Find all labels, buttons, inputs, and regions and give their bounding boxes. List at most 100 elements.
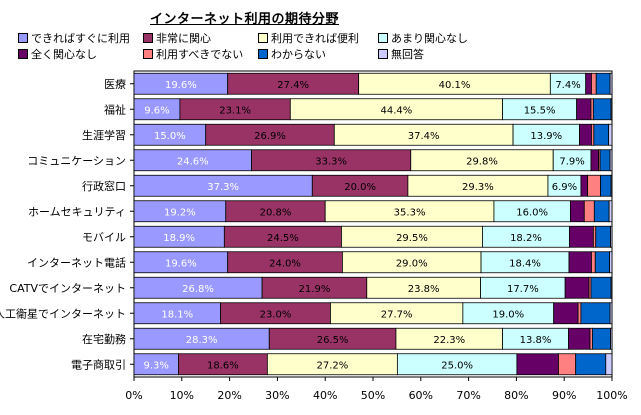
legend-swatch	[258, 33, 268, 43]
x-tick-label: 50%	[361, 389, 385, 402]
legend-swatch	[378, 49, 388, 59]
data-label: 24.5%	[267, 233, 299, 244]
category-label: 在宅勤務	[82, 332, 126, 346]
data-label: 27.4%	[277, 80, 309, 91]
bar-segment	[609, 72, 613, 95]
data-label: 18.2%	[510, 233, 542, 244]
data-label: 9.6%	[144, 105, 169, 116]
legend-item: 非常に関心	[143, 30, 211, 46]
legend-swatch	[143, 33, 153, 43]
category-label: モバイル	[82, 231, 126, 244]
bar-segment	[564, 276, 590, 299]
bar-segment	[599, 149, 611, 172]
bar-segment	[591, 251, 596, 274]
legend-swatch	[258, 49, 268, 59]
data-label: 33.3%	[315, 156, 347, 167]
bar-segment	[516, 353, 559, 376]
category-label: 医療	[104, 77, 126, 91]
data-label: 17.7%	[507, 284, 539, 295]
legend-item: 無回答	[378, 46, 424, 62]
bar-segment	[570, 200, 585, 223]
data-label: 24.0%	[269, 258, 301, 269]
data-label: 26.9%	[254, 131, 286, 142]
bar-segment	[591, 72, 597, 95]
data-label: 29.8%	[466, 156, 498, 167]
data-label: 19.6%	[165, 258, 197, 269]
x-tick-label: 30%	[265, 389, 289, 402]
legend-label: 全く関心なし	[31, 48, 97, 61]
data-label: 19.6%	[165, 80, 197, 91]
bar-segment	[585, 72, 592, 95]
data-label: 21.9%	[299, 284, 331, 295]
bar-segment	[610, 327, 613, 350]
data-label: 25.0%	[441, 360, 473, 371]
x-tick-label: 40%	[313, 389, 337, 402]
data-label: 23.1%	[219, 105, 251, 116]
x-tick-label: 100%	[596, 389, 627, 402]
x-tick-label: 80%	[504, 389, 528, 402]
legend-swatch	[18, 33, 28, 43]
bar-segment	[592, 98, 612, 121]
legend-label: 利用できれば便利	[271, 32, 359, 45]
category-label: 行政窓口	[82, 179, 126, 193]
legend-label: できればすぐに利用	[31, 32, 130, 45]
data-label: 13.8%	[520, 335, 552, 346]
category-label: 福祉	[104, 102, 126, 116]
legend-label: あまり関心なし	[391, 32, 468, 45]
x-tick-label: 0%	[125, 389, 142, 402]
bar-segment	[609, 251, 613, 274]
data-label: 27.7%	[381, 309, 413, 320]
bar-segment	[610, 98, 613, 121]
data-label: 15.0%	[154, 131, 186, 142]
legend-swatch	[378, 33, 388, 43]
legend: できればすぐに利用 非常に関心 利用できれば便利 あまり関心なし 全く関心なし 利用すべき…	[8, 30, 628, 66]
bar-segment	[590, 149, 600, 172]
legend-item: 全く関心なし	[18, 46, 97, 62]
data-label: 7.9%	[559, 156, 584, 167]
category-label: インターネット電話	[27, 255, 126, 269]
bar-segment	[576, 98, 592, 121]
bar-segment	[590, 276, 612, 299]
x-tick-label: 70%	[456, 389, 480, 402]
bar-segment	[568, 251, 592, 274]
data-label: 29.5%	[396, 233, 428, 244]
data-label: 23.8%	[408, 284, 440, 295]
category-label: コミュニケーション	[27, 154, 126, 167]
legend-item: 利用できれば便利	[258, 30, 359, 46]
chart-title: インターネット利用の期待分野	[150, 12, 340, 27]
bar-segment	[594, 251, 611, 274]
bar-segment	[592, 327, 611, 350]
data-label: 20.0%	[344, 182, 376, 193]
data-label: 18.6%	[207, 360, 239, 371]
bar-segment	[610, 225, 613, 248]
bar-segment	[569, 225, 594, 248]
data-label: 15.5%	[524, 105, 556, 116]
legend-label: 無回答	[391, 48, 424, 61]
data-label: 19.2%	[164, 207, 196, 218]
bar-segment	[553, 302, 579, 325]
data-label: 18.4%	[509, 258, 541, 269]
bar-segment	[593, 123, 610, 146]
bar-segment	[608, 123, 613, 146]
legend-item: わからない	[258, 46, 326, 62]
legend-item: できればすぐに利用	[18, 30, 130, 46]
data-label: 29.3%	[462, 182, 494, 193]
x-tick-label: 10%	[170, 389, 194, 402]
bar-segment	[577, 302, 582, 325]
data-label: 20.8%	[260, 207, 292, 218]
category-label: 生涯学習	[82, 128, 126, 142]
bar-segment	[595, 225, 611, 248]
x-tick-label: 60%	[409, 389, 433, 402]
bar-segment	[609, 302, 613, 325]
category-label: 電子商取引	[71, 357, 126, 371]
bar-segment	[568, 327, 591, 350]
data-label: 37.4%	[408, 131, 440, 142]
data-label: 19.0%	[492, 309, 524, 320]
data-label: 26.5%	[317, 335, 349, 346]
data-label: 23.0%	[260, 309, 292, 320]
data-label: 35.3%	[394, 207, 426, 218]
category-label: 人工衛星でインターネット	[0, 307, 126, 320]
data-label: 18.1%	[161, 309, 193, 320]
bar-segment	[608, 200, 613, 223]
